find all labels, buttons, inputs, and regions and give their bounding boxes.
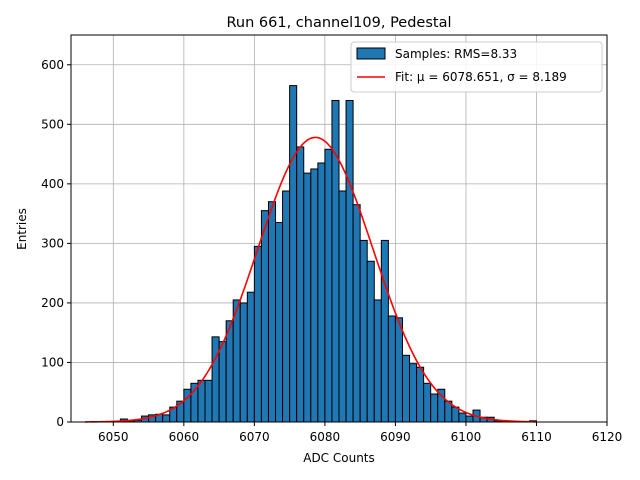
- x-tick-label: 6090: [380, 430, 411, 444]
- histogram-bar: [458, 412, 467, 423]
- x-axis-label: ADC Counts: [303, 451, 375, 465]
- y-tick-label: 400: [41, 177, 64, 191]
- histogram-bar: [303, 172, 312, 423]
- y-axis-label: Entries: [15, 208, 29, 250]
- histogram-bar: [218, 341, 227, 423]
- histogram-bar: [260, 210, 269, 423]
- histogram-bar: [401, 354, 411, 423]
- histogram-bar: [366, 260, 375, 423]
- legend: Samples: RMS=8.33 Fit: μ = 6078.651, σ =…: [350, 41, 603, 93]
- histogram-bar: [359, 239, 368, 423]
- histogram-bar: [317, 162, 326, 423]
- chart-title: Run 661, channel109, Pedestal: [226, 15, 451, 31]
- histogram-bar: [289, 85, 298, 423]
- y-tick-label: 0: [56, 415, 64, 429]
- x-tick-label: 6070: [239, 430, 270, 444]
- histogram-bar: [430, 393, 439, 423]
- x-tick-label: 6060: [169, 430, 200, 444]
- histogram-bar: [373, 299, 382, 423]
- x-tick-label: 6100: [451, 430, 482, 444]
- legend-swatch-samples: [356, 47, 386, 60]
- histogram-bar: [324, 148, 333, 423]
- histogram-bar: [338, 190, 347, 423]
- histogram-bar: [225, 320, 234, 423]
- histogram-bar: [275, 222, 284, 423]
- x-tick-label: 6120: [592, 430, 623, 444]
- plot-frame: [70, 34, 608, 423]
- x-tick-label: 6050: [98, 430, 129, 444]
- legend-label-fit: Fit: μ = 6078.651, σ = 8.189: [395, 70, 567, 84]
- histogram-bar: [162, 414, 171, 423]
- histogram-bar: [451, 406, 460, 423]
- histogram-bar: [282, 190, 291, 423]
- y-tick-label: 200: [41, 296, 64, 310]
- x-tick-label: 6080: [310, 430, 341, 444]
- histogram-bar: [423, 382, 432, 423]
- histogram-bar: [211, 336, 220, 423]
- histogram-bar: [416, 366, 425, 423]
- histogram-bar: [352, 204, 361, 423]
- legend-label-samples: Samples: RMS=8.33: [395, 47, 517, 61]
- histogram-bar: [465, 415, 474, 423]
- y-axis-ticks: 0 100 200 300 400 500 600: [41, 58, 71, 429]
- histogram-bar: [345, 99, 354, 423]
- histogram-bar: [204, 379, 213, 423]
- histogram-bars: [119, 85, 537, 423]
- y-tick-label: 600: [41, 58, 64, 72]
- x-axis-ticks: 6050 6060 6070 6080 6090 6100 6110 6120: [98, 422, 622, 444]
- histogram-bar: [310, 168, 319, 423]
- y-tick-label: 100: [41, 355, 64, 369]
- histogram-bar: [387, 315, 396, 423]
- histogram-bar: [296, 146, 305, 423]
- histogram-bar: [253, 245, 262, 423]
- histogram-bar: [394, 317, 403, 423]
- y-tick-label: 300: [41, 236, 64, 250]
- histogram-bar: [197, 379, 206, 423]
- histogram-bar: [409, 363, 418, 423]
- histogram-bar: [267, 201, 277, 423]
- x-tick-label: 6110: [521, 430, 552, 444]
- histogram-bar: [239, 302, 248, 423]
- legend-box: [350, 41, 603, 93]
- gaussian-fit-line: [85, 136, 537, 423]
- histogram-bar: [437, 388, 446, 423]
- histogram-bar: [380, 239, 389, 423]
- y-tick-label: 500: [41, 117, 64, 131]
- histogram-bar: [246, 291, 255, 423]
- histogram-bar: [331, 99, 340, 423]
- histogram-bar: [232, 299, 241, 423]
